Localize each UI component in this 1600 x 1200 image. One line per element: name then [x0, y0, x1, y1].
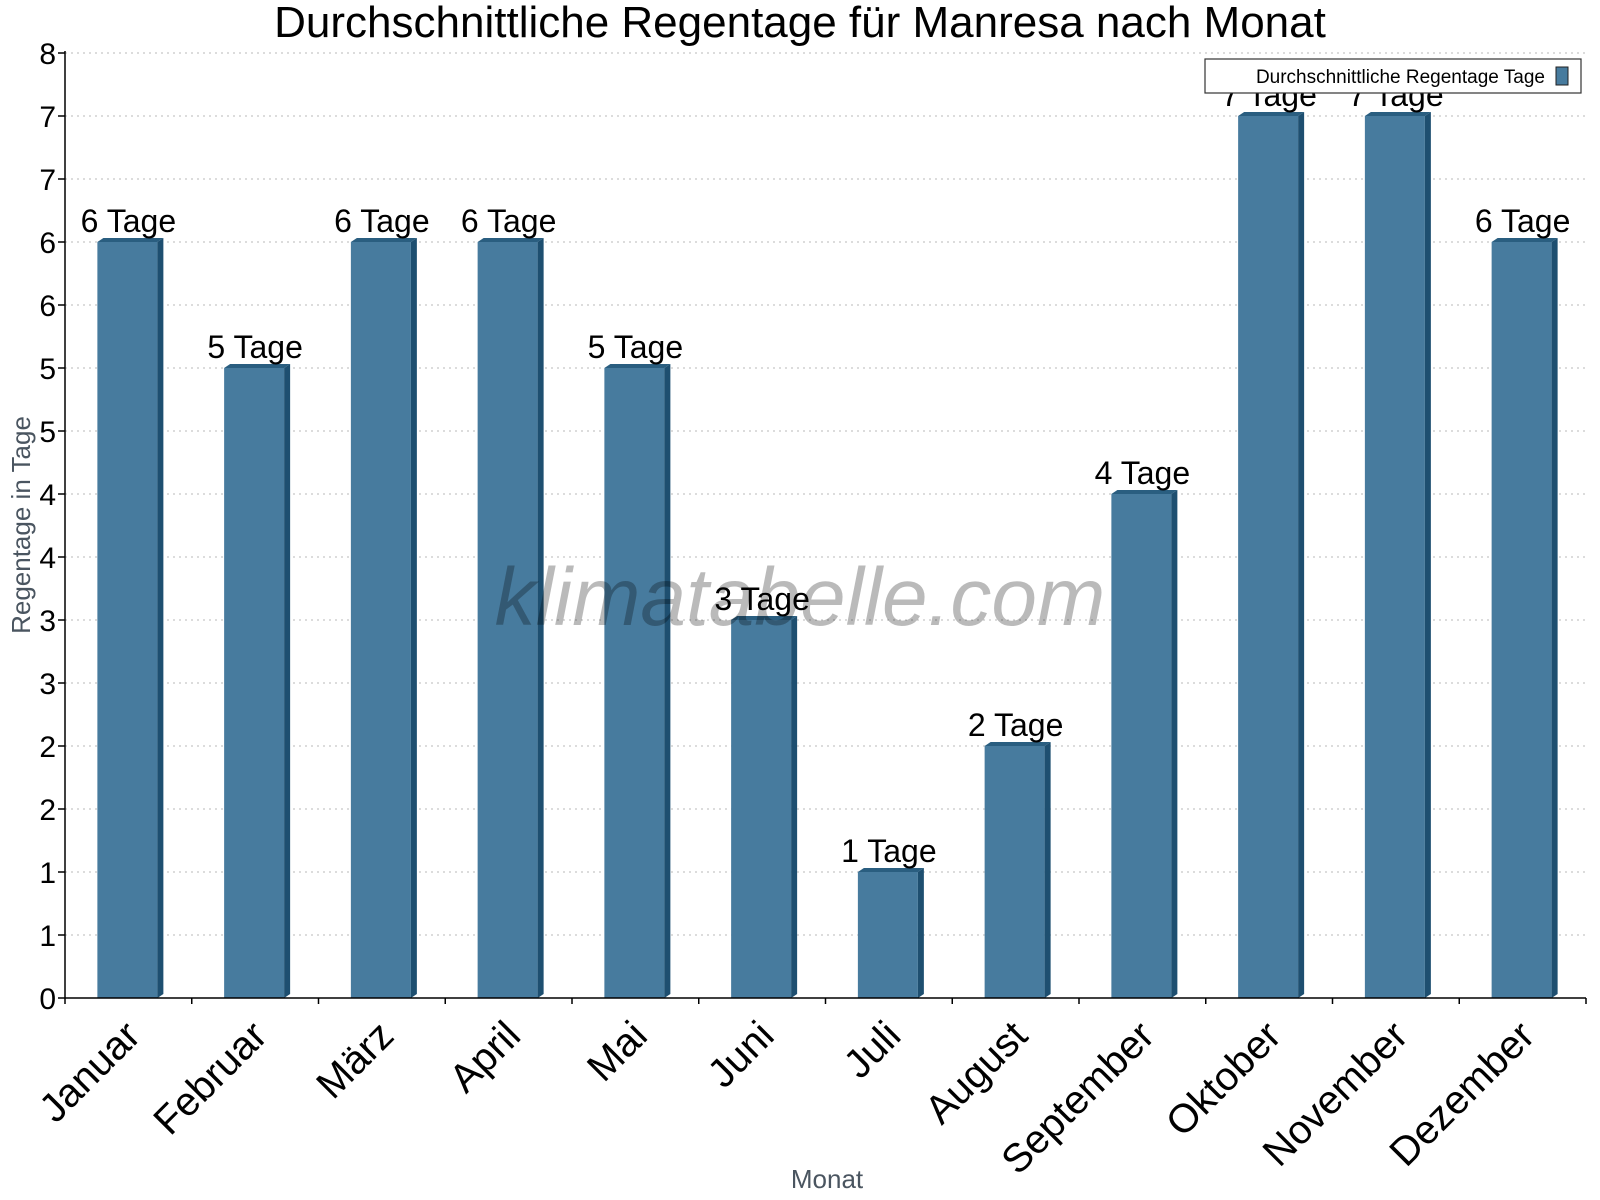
bar-top	[731, 616, 798, 620]
x-tick-label: August	[917, 1013, 1036, 1132]
bar	[350, 238, 417, 998]
y-tick-label: 3	[39, 605, 56, 638]
bar-top	[477, 238, 544, 242]
bar	[97, 238, 164, 998]
legend-swatch	[1555, 66, 1569, 86]
bar	[857, 868, 924, 998]
x-tick-label: Mai	[579, 1013, 656, 1090]
data-label: 4 Tage	[1095, 455, 1191, 491]
x-tick-label: Juni	[699, 1013, 782, 1096]
x-tick-label: Januar	[31, 1013, 149, 1131]
x-tick-label: April	[441, 1013, 529, 1101]
y-tick-label: 4	[39, 479, 56, 512]
bar-front	[1491, 242, 1552, 998]
bar-top	[1491, 238, 1558, 242]
bar-top	[1111, 490, 1178, 494]
x-tick-label: Februar	[145, 1013, 275, 1143]
data-label: 3 Tage	[714, 581, 810, 617]
x-tick-label: Oktober	[1158, 1013, 1290, 1145]
bar-front	[984, 746, 1045, 998]
bar	[1491, 238, 1558, 998]
bar-side	[1171, 490, 1178, 998]
grid-lines	[65, 52, 1586, 936]
bar	[604, 364, 671, 998]
y-tick-label: 5	[39, 416, 56, 449]
bar-top	[1238, 112, 1305, 116]
y-tick-label: 6	[39, 290, 56, 323]
data-labels: 6 Tage 5 Tage 6 Tage 6 Tage 5 Tage 3 Tage 1 Ta…	[81, 77, 1571, 869]
x-tick-label: März	[308, 1013, 402, 1107]
bar-top	[350, 238, 417, 242]
bar-front	[97, 242, 158, 998]
y-tick-label: 7	[39, 164, 56, 197]
watermark: klimatabelle.com	[495, 552, 1106, 643]
axes	[64, 51, 1586, 999]
y-tick-label: 8	[39, 38, 56, 71]
bar	[731, 616, 798, 998]
bar-top	[984, 742, 1051, 746]
data-label: 2 Tage	[968, 707, 1064, 743]
bar-side	[664, 364, 671, 998]
y-tick-label: 1	[39, 857, 56, 890]
bar-side	[410, 238, 417, 998]
y-tick-label: 1	[39, 920, 56, 953]
bar	[984, 742, 1051, 998]
y-tick-label: 2	[39, 794, 56, 827]
bar-front	[1238, 116, 1299, 998]
legend-box	[1204, 58, 1582, 94]
bar-front	[224, 368, 285, 998]
data-label: 1 Tage	[841, 833, 937, 869]
bar-top	[1364, 112, 1431, 116]
x-tick-label: Juli	[836, 1013, 910, 1087]
bar	[1111, 490, 1178, 998]
bar-top	[224, 364, 291, 368]
data-label: 6 Tage	[81, 203, 177, 239]
y-tick-label: 5	[39, 353, 56, 386]
bars	[97, 112, 1558, 998]
legend-entry-label: Durchschnittliche Regentage Tage	[1256, 67, 1545, 88]
y-tick-label: 4	[39, 542, 56, 575]
y-tick-label: 6	[39, 227, 56, 260]
bar-side	[1298, 112, 1305, 998]
y-tick-label: 2	[39, 731, 56, 764]
data-label: 5 Tage	[588, 329, 684, 365]
y-tick-label: 7	[39, 101, 56, 134]
data-label: 6 Tage	[334, 203, 430, 239]
bar-front	[350, 242, 411, 998]
bar-top	[857, 868, 924, 872]
bar-front	[477, 242, 538, 998]
bar-side	[537, 238, 544, 998]
y-axis-ticks: 0 1 1 2 2 3 3 4 4 5 5 6 6 7 7 8	[39, 38, 65, 1016]
data-label: 6 Tage	[461, 203, 557, 239]
bar-front	[604, 368, 665, 998]
bar-top	[97, 238, 164, 242]
y-tick-label: 3	[39, 668, 56, 701]
bar	[477, 238, 544, 998]
bar-front	[1364, 116, 1425, 998]
y-tick-label: 0	[39, 983, 56, 1016]
bar-front	[731, 620, 792, 998]
bar-side	[157, 238, 164, 998]
y-axis-label: Regentage in Tage	[6, 416, 36, 634]
bar-side	[1044, 742, 1051, 998]
bar-side	[284, 364, 291, 998]
chart-title: Durchschnittliche Regentage für Manresa …	[274, 0, 1326, 47]
bar-top	[604, 364, 671, 368]
bar	[224, 364, 291, 998]
bar-side	[1424, 112, 1431, 998]
data-label: 6 Tage	[1475, 203, 1571, 239]
bar-front	[857, 872, 918, 998]
legend: Durchschnittliche Regentage Tage	[1204, 58, 1582, 94]
data-label: 5 Tage	[207, 329, 303, 365]
bar-side	[791, 616, 798, 998]
bar-side	[1551, 238, 1558, 998]
bar	[1364, 112, 1431, 998]
bar-front	[1111, 494, 1172, 998]
x-axis-label: Monat	[791, 1164, 864, 1194]
bar	[1238, 112, 1305, 998]
bar-side	[917, 868, 924, 998]
